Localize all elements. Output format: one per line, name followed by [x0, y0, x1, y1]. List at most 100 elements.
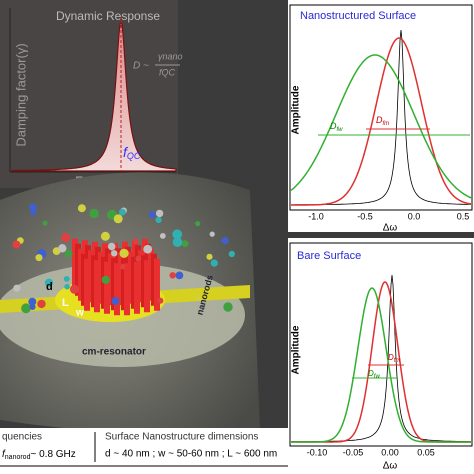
curve [290, 54, 472, 199]
particle [64, 283, 70, 290]
particle [135, 255, 142, 262]
footer-dims: d ~ 40 nm ; w ~ 50-60 nm ; L ~ 600 nm [105, 449, 277, 460]
nanorod [154, 258, 160, 311]
label-fw: Dfw [330, 121, 343, 132]
particle [181, 240, 189, 248]
particle [159, 233, 166, 239]
particle [37, 299, 46, 309]
x-tick-label: 0.0 [408, 211, 421, 221]
particle [35, 254, 43, 262]
particle [172, 229, 183, 240]
nanorods [72, 238, 160, 316]
x-label: Δω [383, 461, 398, 472]
panel-bg [0, 0, 178, 188]
particle [69, 284, 80, 294]
particle [111, 297, 120, 305]
particle [209, 231, 215, 237]
curve [291, 37, 472, 206]
formula: D ~ [133, 61, 149, 72]
particle [172, 237, 183, 247]
x-tick-label: -0.05 [343, 447, 364, 457]
particle [119, 248, 129, 258]
particle [61, 233, 71, 243]
particle [120, 263, 126, 270]
panel-bg [288, 0, 474, 232]
particle [132, 238, 139, 245]
particle [111, 250, 118, 257]
panel-bg [288, 238, 474, 474]
nanorod [114, 263, 120, 316]
y-label: Damping factor(γ) [13, 43, 28, 146]
particle [100, 231, 110, 241]
particle [21, 303, 31, 314]
dim-w: w [75, 308, 84, 319]
particle [89, 208, 99, 219]
resonator-label: cm-resonator [82, 347, 146, 358]
particle [12, 240, 21, 249]
x-tick-label: -1.0 [308, 211, 324, 221]
plot-frame [289, 242, 473, 447]
nanorod [134, 261, 140, 314]
particle [155, 209, 164, 218]
particle [107, 242, 116, 251]
nanorod [94, 260, 100, 313]
panel-title: Dynamic Response [56, 9, 160, 23]
particle [157, 297, 164, 304]
particle [44, 278, 54, 287]
particle [119, 208, 126, 216]
footer-freq: fnanorod~ 0.8 GHz [2, 449, 76, 461]
dim-d: d [46, 281, 53, 293]
particle [13, 284, 21, 292]
particle [30, 209, 37, 216]
particle [143, 244, 153, 254]
peak-label: fQC [123, 144, 141, 162]
label-fm: Dfm [376, 115, 389, 126]
y-label: Amplitude [291, 325, 302, 374]
footer-dims-title: Surface Nanostructure dimensions [105, 432, 258, 443]
particle [77, 204, 86, 213]
particles [12, 203, 235, 314]
particle [29, 203, 37, 212]
particle [101, 275, 110, 284]
x-label: Δω [383, 223, 398, 234]
particle [64, 250, 73, 258]
particle [113, 214, 123, 224]
formula-num: γnano [158, 51, 183, 61]
x-tick-label: -0.5 [357, 211, 373, 221]
particle [221, 237, 229, 245]
particle [58, 244, 67, 253]
particle [195, 221, 201, 227]
particle [223, 302, 233, 312]
particle [155, 216, 162, 224]
x-tick-label: 0.00 [381, 447, 399, 457]
damping-curve [11, 18, 177, 172]
dim-L: L [62, 297, 69, 309]
label-fm: Dfm [388, 353, 400, 363]
particle [42, 220, 48, 226]
formula-den: fQC [159, 67, 176, 77]
nanorod [124, 263, 130, 316]
nanorod [84, 258, 90, 311]
panel-title: Bare Surface [297, 250, 361, 262]
particle [29, 303, 36, 310]
nanorod [104, 261, 110, 314]
panel-title: Nanostructured Surface [300, 10, 416, 22]
particle [169, 272, 176, 279]
nanorod [144, 260, 150, 313]
particle [194, 294, 201, 301]
label-fw: Dfw [368, 369, 380, 379]
x-tick-label: -0.10 [307, 447, 328, 457]
x-tick-label: 0.05 [417, 447, 435, 457]
particle [148, 211, 156, 218]
particle [206, 253, 213, 260]
x-tick-label: 0.5 [457, 211, 470, 221]
particle [228, 250, 235, 258]
particle [175, 271, 184, 280]
y-label: Amplitude [291, 85, 302, 134]
plot-frame [289, 4, 473, 211]
curve [291, 287, 471, 443]
particle [210, 259, 218, 267]
footer-left: quencies [2, 432, 42, 443]
particle [63, 276, 70, 282]
